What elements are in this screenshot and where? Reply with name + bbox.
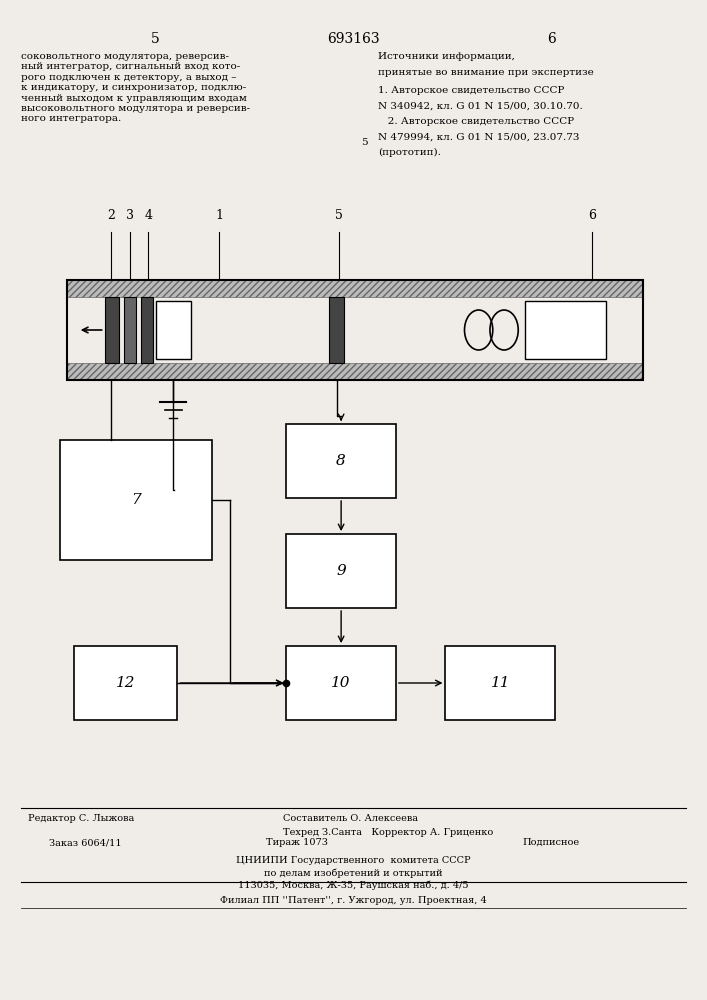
Bar: [329, 297, 344, 363]
Bar: [525, 301, 606, 359]
Text: Составитель О. Алексеева: Составитель О. Алексеева: [283, 814, 418, 823]
Text: 4: 4: [144, 209, 153, 222]
Text: 10: 10: [332, 676, 351, 690]
Text: Подписное: Подписное: [523, 838, 580, 847]
Bar: [286, 646, 396, 720]
Text: 12: 12: [116, 676, 135, 690]
Bar: [124, 297, 136, 363]
Bar: [156, 301, 191, 359]
Text: 6: 6: [588, 209, 597, 222]
Text: 8: 8: [337, 454, 346, 468]
Text: Заказ 6064/11: Заказ 6064/11: [49, 838, 122, 847]
Text: 9: 9: [337, 564, 346, 578]
Text: N 479994, кл. G 01 N 15/00, 23.07.73: N 479994, кл. G 01 N 15/00, 23.07.73: [378, 132, 580, 141]
Text: 5: 5: [335, 209, 344, 222]
Bar: [105, 297, 119, 363]
Text: соковольтного модулятора, реверсив-
ный интегратор, сигнальный вход кото-
рого п: соковольтного модулятора, реверсив- ный …: [21, 52, 250, 123]
Bar: [74, 646, 177, 720]
Text: 5: 5: [361, 138, 368, 147]
Text: Тираж 1073: Тираж 1073: [266, 838, 328, 847]
Text: Редактор С. Лыжова: Редактор С. Лыжова: [28, 814, 134, 823]
Text: 693163: 693163: [327, 32, 380, 46]
Text: ЦНИИПИ Государственного  комитета СССР: ЦНИИПИ Государственного комитета СССР: [236, 856, 471, 865]
Text: принятые во внимание при экспертизе: принятые во внимание при экспертизе: [378, 68, 594, 77]
Text: N 340942, кл. G 01 N 15/00, 30.10.70.: N 340942, кл. G 01 N 15/00, 30.10.70.: [378, 101, 583, 110]
Text: (прототип).: (прототип).: [378, 148, 441, 157]
Text: 2: 2: [107, 209, 115, 222]
Text: 1. Авторское свидетельство СССР: 1. Авторское свидетельство СССР: [378, 86, 565, 95]
Text: 113035, Москва, Ж-35, Раушская наб., д. 4/5: 113035, Москва, Ж-35, Раушская наб., д. …: [238, 880, 469, 890]
Bar: [286, 424, 396, 498]
Text: 6: 6: [547, 32, 556, 46]
Text: Филиал ПП ''Патент'', г. Ужгород, ул. Проектная, 4: Филиал ПП ''Патент'', г. Ужгород, ул. Пр…: [220, 896, 487, 905]
Text: по делам изобретений и открытий: по делам изобретений и открытий: [264, 868, 443, 878]
Text: 7: 7: [132, 493, 141, 507]
Bar: [60, 440, 212, 560]
Text: Техред З.Санта   Корректор А. Гриценко: Техред З.Санта Корректор А. Гриценко: [283, 828, 493, 837]
Bar: [67, 363, 643, 380]
Bar: [141, 297, 153, 363]
Text: 11: 11: [491, 676, 510, 690]
Text: 2. Авторское свидетельство СССР: 2. Авторское свидетельство СССР: [378, 117, 574, 126]
Bar: [445, 646, 555, 720]
Bar: [67, 280, 643, 380]
Bar: [286, 534, 396, 608]
Text: 3: 3: [126, 209, 134, 222]
Text: 1: 1: [215, 209, 223, 222]
Bar: [67, 280, 643, 297]
Text: Источники информации,: Источники информации,: [378, 52, 515, 61]
Text: 5: 5: [151, 32, 160, 46]
